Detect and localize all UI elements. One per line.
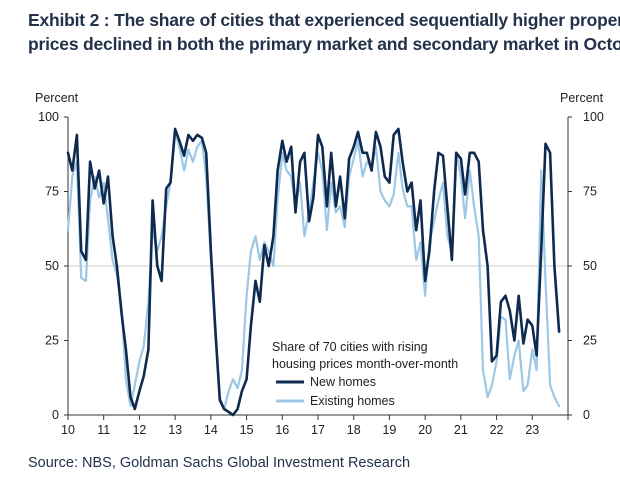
x-tick-label: 23 [525,423,539,437]
chart-axes: 0 0 25 25 50 50 75 75 100 100 Percent Percent 10 11 12… [35,91,604,437]
y-unit-label-left: Percent [35,91,79,105]
x-tick-label: 20 [418,423,432,437]
y-tick-label-left: 25 [45,334,59,348]
y-tick-label-left: 100 [38,110,59,124]
legend-label-new-homes: New homes [310,375,376,389]
line-chart: 0 0 25 25 50 50 75 75 100 100 Percent Percent 10 11 12… [35,91,604,437]
x-tick-label: 18 [347,423,361,437]
y-tick-label-right: 75 [583,185,597,199]
x-tick-label: 19 [382,423,396,437]
chart-title: Exhibit 2 : The share of cities that exp… [28,8,620,56]
x-tick-label: 12 [132,423,146,437]
y-tick-label-right: 0 [583,408,590,422]
x-tick-label: 10 [61,423,75,437]
x-tick-label: 15 [240,423,254,437]
x-tick-label: 22 [490,423,504,437]
chart-source-note: Source: NBS, Goldman Sachs Global Invest… [28,455,411,471]
legend-title-line-2: housing prices month-over-month [272,357,458,371]
chart-series [66,127,561,417]
legend-label-existing-homes: Existing homes [310,394,395,408]
x-tick-label: 14 [204,423,218,437]
x-tick-label: 11 [97,423,110,437]
x-tick-label: 21 [454,423,468,437]
x-tick-label: 13 [168,423,182,437]
chart-title-line-2: prices declined in both the primary mark… [28,34,620,54]
y-tick-label-left: 0 [52,408,59,422]
x-tick-label: 16 [275,423,289,437]
chart-title-line-1: Exhibit 2 : The share of cities that exp… [28,10,620,30]
y-unit-label-right: Percent [560,91,604,105]
y-tick-label-left: 75 [45,185,59,199]
y-tick-label-right: 50 [583,259,597,273]
chart-legend: Share of 70 cities with rising housing pr… [272,340,458,408]
y-tick-label-right: 100 [583,110,604,124]
y-tick-label-left: 50 [45,259,59,273]
y-tick-label-right: 25 [583,334,597,348]
series-line-new-homes [66,127,561,417]
legend-title-line-1: Share of 70 cities with rising [272,340,428,354]
x-tick-label: 17 [311,423,325,437]
